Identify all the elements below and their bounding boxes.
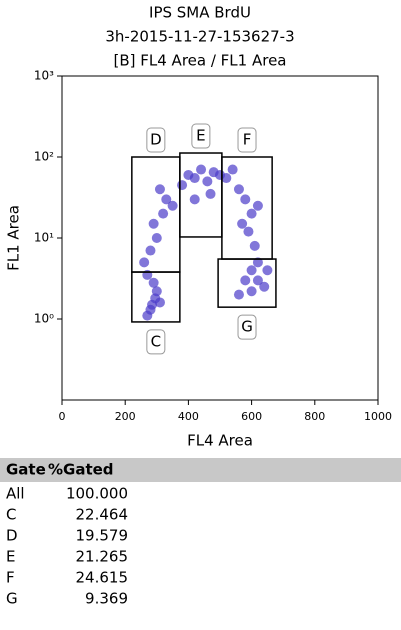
gate-name: All (6, 485, 25, 503)
x-tick-label: 600 (241, 410, 262, 423)
point (167, 200, 178, 211)
point (177, 180, 188, 191)
point (252, 275, 263, 286)
point (249, 240, 260, 251)
gate-name: E (6, 548, 15, 566)
point (148, 218, 159, 229)
gate-label-box (191, 123, 211, 149)
gate-label-box (237, 314, 257, 340)
point (227, 164, 238, 175)
point (189, 173, 200, 184)
point (252, 200, 263, 211)
point (139, 257, 150, 268)
x-tick-label: 200 (115, 410, 136, 423)
point (221, 173, 232, 184)
point (246, 265, 257, 276)
gated-percent: 9.369 (85, 590, 128, 608)
gate-label: D (150, 131, 162, 149)
point (233, 184, 244, 195)
point (148, 277, 159, 288)
chart-title: 3h-2015-11-27-153627-3 (105, 28, 294, 46)
gated-percent: 19.579 (76, 527, 129, 545)
point (240, 194, 251, 205)
x-tick-label: 800 (304, 410, 325, 423)
point (145, 245, 156, 256)
gate-label-box (146, 127, 166, 153)
gate-name: C (6, 506, 16, 524)
gate-label: E (196, 127, 205, 145)
point (252, 257, 263, 268)
point (240, 275, 251, 286)
point (196, 164, 207, 175)
point (233, 289, 244, 300)
x-tick-label: 0 (59, 410, 66, 423)
x-axis-label: FL4 Area (187, 432, 253, 450)
plot-frame (61, 75, 379, 401)
table-header-bg (0, 458, 401, 482)
gate-label-box (237, 127, 257, 153)
gated-percent: 100.000 (66, 485, 128, 503)
gate-label: F (243, 131, 252, 149)
point (154, 297, 165, 308)
gate (131, 271, 181, 323)
x-tick-label: 400 (178, 410, 199, 423)
chart-title: IPS SMA BrdU (149, 4, 251, 22)
y-axis-label: FL1 Area (5, 205, 23, 271)
point (151, 233, 162, 243)
y-tick-label: 10³ (34, 69, 54, 83)
point (237, 218, 248, 229)
point (246, 286, 257, 297)
point (262, 265, 273, 276)
gated-percent: 24.615 (76, 569, 129, 587)
gate-label: C (151, 332, 161, 350)
point (151, 286, 162, 297)
gate-name: G (6, 590, 18, 608)
table-header: %Gated (48, 461, 114, 479)
table-header: Gate (6, 461, 46, 479)
x-tick-label: 1000 (364, 410, 392, 423)
gate-label-box (146, 329, 166, 355)
gated-percent: 21.265 (76, 548, 129, 566)
y-tick-label: 10⁰ (34, 312, 54, 326)
gate-name: F (6, 569, 15, 587)
point (142, 310, 153, 321)
point (246, 208, 257, 219)
point (158, 208, 169, 219)
point (161, 194, 172, 205)
point (189, 194, 200, 205)
chart-title: [B] FL4 Area / FL1 Area (114, 52, 287, 70)
gate (131, 156, 181, 273)
point (205, 188, 216, 199)
gated-percent: 22.464 (76, 506, 129, 524)
point (154, 184, 165, 195)
y-tick-label: 10² (34, 150, 54, 164)
gate-name: D (6, 527, 18, 545)
point (202, 176, 213, 187)
point (243, 226, 254, 237)
gate (217, 258, 277, 308)
gate-label: G (241, 318, 253, 336)
y-tick-label: 10¹ (34, 231, 54, 245)
point (259, 281, 270, 292)
